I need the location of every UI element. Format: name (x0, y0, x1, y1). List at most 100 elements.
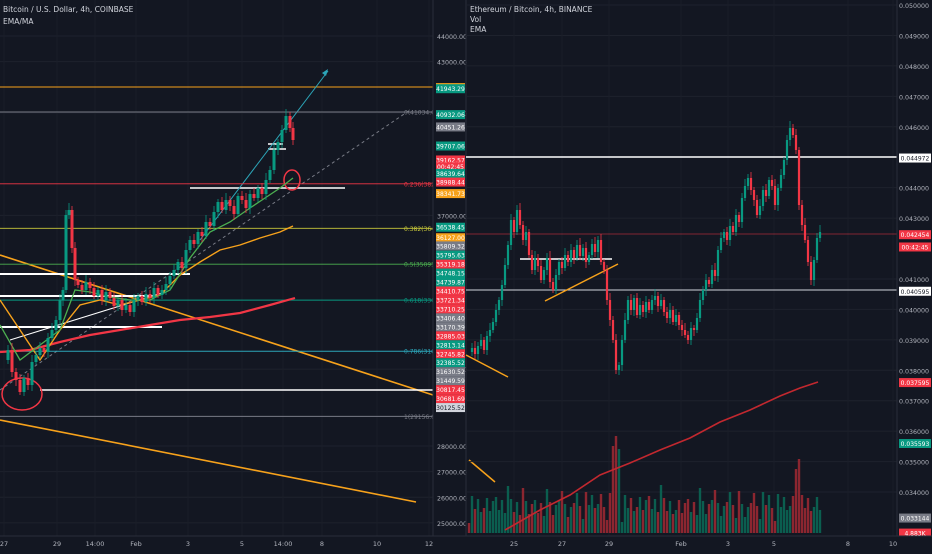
fib-level-label: 0.786(31698 (404, 349, 443, 356)
volume-bar (506, 486, 510, 533)
volume-bar (725, 502, 729, 533)
candle-body (112, 298, 116, 306)
ethbtc-orange-stub[interactable] (465, 354, 509, 378)
candle-body (530, 255, 534, 270)
btc-price-tag (436, 367, 465, 377)
candle-body (812, 260, 816, 280)
candle-body (617, 365, 621, 370)
volume-bar (620, 522, 624, 533)
candle-body (629, 300, 633, 310)
time-axis[interactable]: 27 29 14:00 Feb 3 5 14:00 8 10 12 25 27 29 Feb 3 5 8 10 (0, 535, 932, 550)
btc-price-tag-label: 36127.00 (436, 235, 465, 242)
orange-stub-line[interactable] (468, 459, 496, 483)
candle-body (695, 318, 699, 330)
volume-bar (602, 507, 606, 533)
btc-price-tag (436, 304, 465, 314)
btc-price-tag (436, 84, 465, 94)
candle-body (268, 170, 272, 180)
volume-bar (545, 489, 549, 533)
volume-bar (809, 511, 813, 533)
btc-price-tag (436, 141, 465, 151)
candle-body (614, 340, 618, 370)
volume-bar (518, 515, 522, 533)
volume-bar (488, 511, 492, 533)
volume-bar (476, 499, 480, 533)
btc-price-tag (436, 394, 465, 404)
candle-body (599, 240, 603, 262)
volume-bar (785, 510, 789, 533)
orange-trendline-lower[interactable] (0, 419, 417, 503)
btc-price-tag (436, 155, 465, 165)
btc-price-tag-label: 38341.73 (436, 191, 465, 198)
left-drawings[interactable] (0, 69, 496, 503)
btc-price-tag-label: 40451.26 (436, 124, 465, 131)
candle-body (67, 210, 71, 215)
btc-price-tag-label: 35319.18 (436, 262, 465, 269)
candle-body (132, 300, 136, 312)
candle-body (572, 250, 576, 258)
volume-bar (596, 504, 600, 533)
volume-bar (719, 516, 723, 533)
candle-body (22, 378, 26, 392)
candle-body (479, 340, 483, 346)
btc-price-tag (436, 358, 465, 368)
candle-body (605, 270, 609, 300)
ethbtc-orange-trend[interactable] (544, 263, 619, 302)
volume-bar (617, 449, 621, 533)
volume-bar (497, 510, 501, 533)
candle-body (662, 300, 666, 312)
candle-body (755, 200, 759, 215)
time-axis-label: 27 (0, 540, 8, 548)
volume-bar (479, 512, 483, 533)
orange-trendline-upper[interactable] (0, 254, 434, 396)
btc-axis-label: 37000.00 (437, 213, 467, 220)
time-axis-label: 8 (846, 540, 850, 548)
btc-price-tag-label: 34410.75 (436, 288, 465, 295)
candle-body (740, 198, 744, 222)
ethbtc-chart-pane[interactable]: Ethereum / Bitcoin, 4h, BINANCE Vol EMA (465, 0, 897, 550)
btcusd-chart-pane[interactable]: 0(41034.65) 0.236(38231 0.382(36497 0.5(350… (0, 0, 496, 536)
volume-bar (587, 505, 591, 533)
candle-body (124, 305, 128, 310)
btc-price-tag (436, 340, 465, 350)
candle-body (176, 262, 180, 270)
btc-price-tag-label: 33406.40 (436, 315, 465, 322)
volume-bar (482, 508, 486, 533)
candle-body (635, 298, 639, 315)
candle-body (120, 300, 124, 310)
candle-body (593, 244, 597, 252)
candle-body (180, 262, 184, 268)
time-axis-label: 27 (558, 540, 566, 548)
ethbtc-candles[interactable] (470, 121, 822, 375)
candle-body (34, 355, 38, 362)
btcusd-candles[interactable] (6, 109, 295, 396)
candle-body (116, 300, 120, 306)
candle-body (566, 255, 570, 262)
candle-body (18, 380, 22, 392)
eth-price-tag (899, 528, 931, 538)
candle-body (506, 245, 510, 265)
candle-body (256, 188, 260, 198)
projection-line[interactable] (199, 70, 329, 241)
btc-price-axis[interactable]: 44000.0043000.0041000.0037000.0031000.00… (432, 0, 467, 550)
candle-body (674, 315, 678, 322)
volume-bar (665, 511, 669, 533)
fib-level-label: 0.236(38231 (404, 181, 443, 188)
ethbtc-price-axis[interactable]: 0.050000 0.049000 0.048000 0.047000 0.046000… (896, 0, 932, 550)
candle-body (683, 330, 687, 335)
volume-bar (467, 523, 471, 533)
fib-retracement[interactable]: 0(41034.65) 0.236(38231 0.382(36497 0.5(350… (0, 110, 445, 421)
volume-bar (566, 517, 570, 533)
dashed-fib-diagonal[interactable] (0, 109, 411, 391)
eth-axis-label: 0.041000 (899, 277, 929, 284)
btc-price-tag (436, 177, 465, 187)
candle-body (581, 248, 585, 256)
highlight-circle-high[interactable] (283, 169, 301, 191)
volume-bar (668, 501, 672, 533)
highlight-circle-low[interactable] (1, 377, 43, 411)
candle-body (228, 200, 232, 206)
candle-body (515, 210, 519, 232)
volume-bar (716, 503, 720, 533)
candle-body (536, 258, 540, 266)
